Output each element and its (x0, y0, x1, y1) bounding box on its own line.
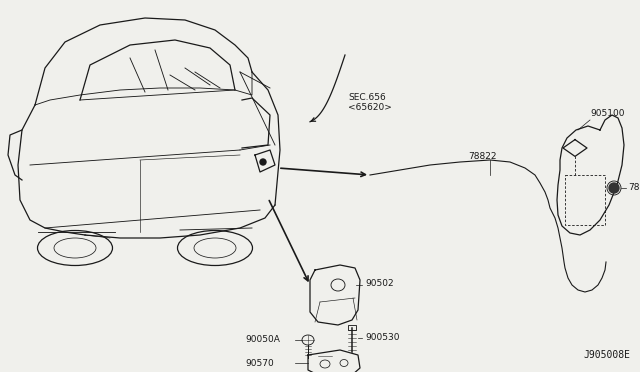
Text: SEC.656: SEC.656 (348, 93, 386, 102)
Text: 90050A: 90050A (245, 336, 280, 344)
Text: 905100: 905100 (590, 109, 625, 118)
Text: 90502: 90502 (365, 279, 394, 288)
Text: 900530: 900530 (365, 334, 399, 343)
Circle shape (609, 183, 619, 193)
Text: 90570: 90570 (245, 359, 274, 368)
Text: 78826: 78826 (628, 183, 640, 192)
Circle shape (260, 159, 266, 165)
Text: J905008E: J905008E (583, 350, 630, 360)
Bar (348, 325, 356, 330)
Text: 78822: 78822 (468, 152, 497, 161)
Text: <65620>: <65620> (348, 103, 392, 112)
